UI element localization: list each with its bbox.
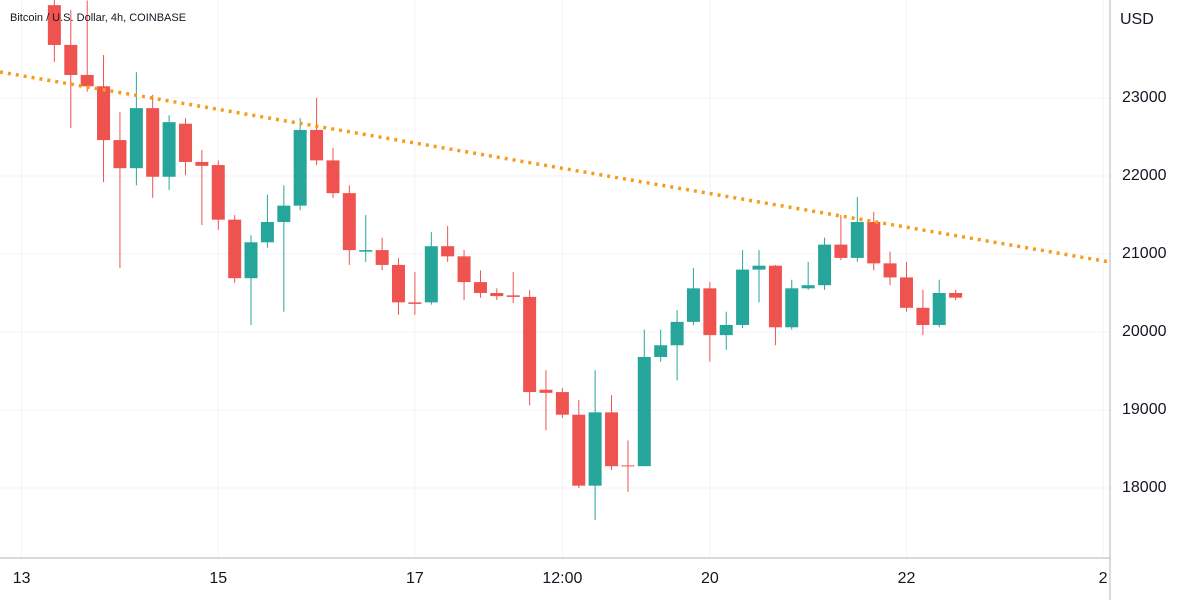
x-tick-label: 22 <box>898 570 916 587</box>
candle-body <box>195 161 209 166</box>
y-tick-label: 18000 <box>1122 479 1167 496</box>
candle-body <box>637 356 651 467</box>
candle-body <box>424 246 438 303</box>
candle-body <box>588 412 602 486</box>
candle-body <box>883 263 897 278</box>
x-tick-label: 12:00 <box>542 570 582 587</box>
candle-body <box>310 129 324 161</box>
price-axis-label: USD <box>1120 11 1154 28</box>
candle-body <box>260 222 274 243</box>
candle-body <box>932 293 946 325</box>
candle-body <box>572 414 586 486</box>
candle-body <box>490 293 504 297</box>
candle-body <box>80 74 94 87</box>
candle-body <box>326 160 340 194</box>
y-tick-label: 19000 <box>1122 401 1167 418</box>
candle-body <box>719 324 733 336</box>
candle-body <box>441 246 455 257</box>
x-tick-label: 20 <box>701 570 719 587</box>
x-tick-label: 13 <box>13 570 31 587</box>
y-tick-label: 23000 <box>1122 89 1167 106</box>
candle-body <box>64 44 78 75</box>
candle-body <box>801 285 815 289</box>
y-tick-label: 21000 <box>1122 245 1167 262</box>
candle-body <box>949 293 963 298</box>
y-tick-label: 20000 <box>1122 323 1167 340</box>
candle-body <box>899 277 913 308</box>
candle-body <box>654 345 668 357</box>
candle-body <box>113 140 127 169</box>
plot-area <box>0 0 1110 521</box>
candle-body <box>359 250 373 252</box>
candle-body <box>228 219 242 279</box>
candle-body <box>670 321 684 346</box>
candle-body <box>703 288 717 336</box>
candle-body <box>146 108 160 177</box>
x-tick-label: 15 <box>209 570 227 587</box>
x-tick-label: 2 <box>1099 570 1108 587</box>
candle-body <box>97 86 111 141</box>
candle-body <box>768 265 782 328</box>
candle-body <box>47 5 61 45</box>
candle-body <box>342 193 356 251</box>
candle-body <box>605 412 619 467</box>
candle-body <box>736 269 750 325</box>
candle-body <box>293 129 307 206</box>
candle-body <box>277 205 291 223</box>
candle-body <box>539 389 553 393</box>
candle-body <box>555 392 569 415</box>
x-tick-label: 17 <box>406 570 424 587</box>
candle-body <box>621 465 635 467</box>
trend-line <box>0 70 1110 264</box>
candle-body <box>391 264 405 303</box>
candle-body <box>375 250 389 265</box>
candle-body <box>686 288 700 322</box>
candle-body <box>834 244 848 258</box>
candle-body <box>408 302 422 304</box>
candle-body <box>752 265 766 270</box>
candle-body <box>244 242 258 279</box>
candle-body <box>457 256 471 283</box>
candle-body <box>211 165 225 220</box>
candle-body <box>818 244 832 286</box>
y-tick-label: 22000 <box>1122 167 1167 184</box>
grid <box>0 0 1110 558</box>
candle-body <box>129 108 143 169</box>
chart-title: Bitcoin / U.S. Dollar, 4h, COINBASE <box>10 12 186 24</box>
candle-body <box>523 296 537 393</box>
candle-body <box>867 222 881 264</box>
candle-body <box>785 288 799 328</box>
candle-body <box>916 307 930 325</box>
candle-body <box>179 123 193 162</box>
candle-body <box>850 222 864 258</box>
candle-body <box>162 122 176 177</box>
candle-body <box>473 282 487 294</box>
candle-body <box>506 295 520 297</box>
